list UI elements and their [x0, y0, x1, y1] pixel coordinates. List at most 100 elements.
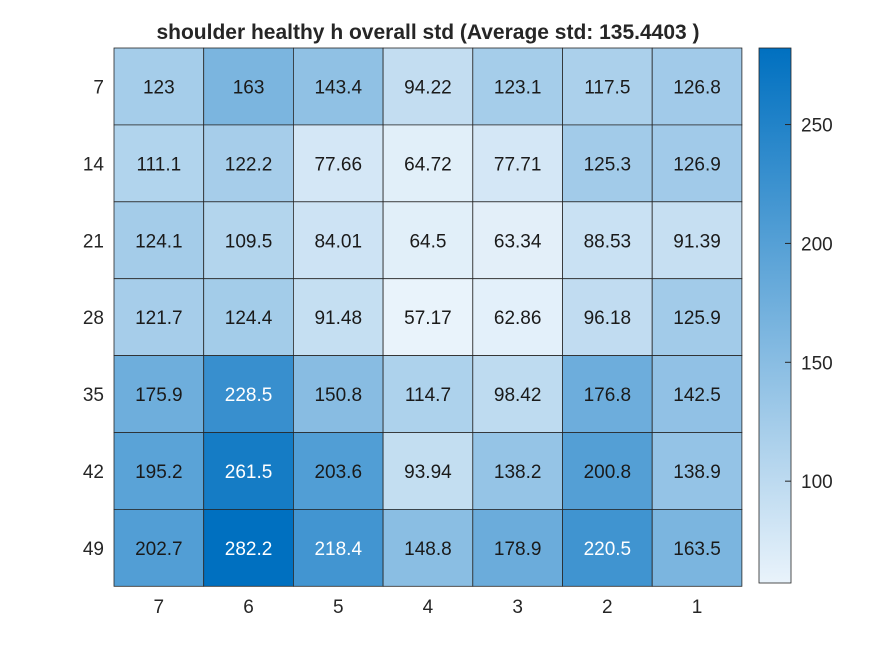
cell-value-label: 62.86 [494, 308, 542, 329]
cell-value-label: 282.2 [225, 539, 273, 560]
heatmap-cell [651, 508, 743, 587]
heatmap-cells: 123 163 143.4 94.22 123.1 117.5 126.8 111.1 122.… [113, 47, 743, 587]
colorbar-tick-label: 100 [801, 472, 833, 493]
colorbar-tick-label: 200 [801, 234, 833, 255]
colorbar-gradient [758, 47, 792, 584]
y-tick-label: 42 [83, 462, 104, 483]
cell-value-label: 64.72 [404, 154, 452, 175]
cell-value-label: 150.8 [314, 385, 362, 406]
y-tick-label: 49 [83, 539, 104, 560]
cell-value-label: 163.5 [673, 539, 721, 560]
heatmap-cell [562, 278, 653, 357]
cell-value-label: 63.34 [494, 231, 542, 252]
heatmap-cell [472, 508, 563, 587]
heatmap-cell [651, 432, 743, 510]
y-tick-label: 21 [83, 231, 104, 252]
x-tick-label: 5 [333, 597, 344, 618]
heatmap-cell [651, 124, 743, 203]
cell-value-label: 98.42 [494, 385, 542, 406]
x-tick-label: 6 [243, 597, 254, 618]
colorbar: 100 150 200 250 [758, 47, 833, 584]
heatmap-cell [292, 124, 384, 203]
cell-value-label: 84.01 [314, 231, 362, 252]
cell-value-label: 122.2 [225, 154, 273, 175]
colorbar-tick-label: 150 [801, 353, 833, 374]
heatmap-cell [113, 124, 205, 203]
heatmap-cell [382, 508, 474, 587]
cell-value-label: 91.39 [673, 231, 721, 252]
cell-value-label: 202.7 [135, 539, 183, 560]
cell-value-label: 124.1 [135, 231, 183, 252]
heatmap-cell [203, 432, 294, 510]
y-tick-label: 7 [93, 77, 104, 98]
cell-value-label: 123.1 [494, 77, 542, 98]
x-tick-label: 7 [154, 597, 165, 618]
cell-value-label: 195.2 [135, 462, 183, 483]
cell-value-label: 94.22 [404, 77, 452, 98]
heatmap-cell [562, 201, 653, 280]
heatmap-cell [562, 124, 653, 203]
cell-value-label: 91.48 [314, 308, 362, 329]
cell-value-label: 125.9 [673, 308, 721, 329]
heatmap-cell [113, 278, 205, 357]
heatmap-cell [292, 47, 384, 126]
cell-value-label: 88.53 [584, 231, 632, 252]
cell-value-label: 138.2 [494, 462, 542, 483]
cell-value-label: 96.18 [584, 308, 632, 329]
cell-value-label: 200.8 [584, 462, 632, 483]
heatmap-cell [203, 201, 294, 280]
cell-value-label: 126.8 [673, 77, 721, 98]
chart-title: shoulder healthy h overall std (Average … [156, 21, 699, 44]
cell-value-label: 218.4 [314, 539, 362, 560]
heatmap-cell [651, 278, 743, 357]
x-tick-label: 4 [423, 597, 434, 618]
y-tick-label: 28 [83, 308, 104, 329]
cell-value-label: 178.9 [494, 539, 542, 560]
cell-value-label: 126.9 [673, 154, 721, 175]
cell-value-label: 176.8 [584, 385, 632, 406]
cell-value-label: 138.9 [673, 462, 721, 483]
heatmap-cell [292, 432, 384, 510]
cell-value-label: 124.4 [225, 308, 273, 329]
heatmap-cell [113, 47, 205, 126]
heatmap-cell [472, 124, 563, 203]
y-tick-label: 14 [83, 154, 105, 175]
heatmap-cell [292, 508, 384, 587]
heatmap-cell [472, 47, 563, 126]
heatmap-cell [562, 47, 653, 126]
cell-value-label: 109.5 [225, 231, 273, 252]
cell-value-label: 114.7 [405, 385, 451, 406]
cell-value-label: 175.9 [135, 385, 183, 406]
cell-value-label: 143.4 [314, 77, 362, 98]
cell-value-label: 117.5 [584, 77, 630, 98]
heatmap-cell [113, 432, 205, 510]
heatmap-cell [203, 47, 294, 126]
heatmap-cell [113, 201, 205, 280]
heatmap-cell [382, 278, 474, 357]
cell-value-label: 93.94 [404, 462, 452, 483]
x-tick-label: 1 [692, 597, 703, 618]
cell-value-label: 111.1 [136, 154, 181, 175]
heatmap-cell [113, 355, 205, 433]
heatmap-cell [203, 278, 294, 357]
heatmap-cell [292, 201, 384, 280]
cell-value-label: 125.3 [584, 154, 632, 175]
heatmap-cell [382, 201, 474, 280]
cell-value-label: 123 [143, 77, 175, 98]
heatmap-cell [651, 201, 743, 280]
cell-value-label: 220.5 [584, 539, 632, 560]
y-tick-label: 35 [83, 385, 104, 406]
heatmap-cell [292, 355, 384, 433]
x-tick-label: 2 [602, 597, 613, 618]
cell-value-label: 57.17 [404, 308, 452, 329]
cell-value-label: 163 [233, 77, 265, 98]
y-axis-ticks: 7 14 21 28 35 42 49 [83, 77, 105, 559]
cell-value-label: 261.5 [225, 462, 273, 483]
cell-value-label: 203.6 [314, 462, 362, 483]
x-axis-ticks: 7 6 5 4 3 2 1 [154, 597, 703, 618]
heatmap-cell [562, 508, 653, 587]
cell-value-label: 148.8 [404, 539, 452, 560]
heatmap-cell [113, 508, 205, 587]
